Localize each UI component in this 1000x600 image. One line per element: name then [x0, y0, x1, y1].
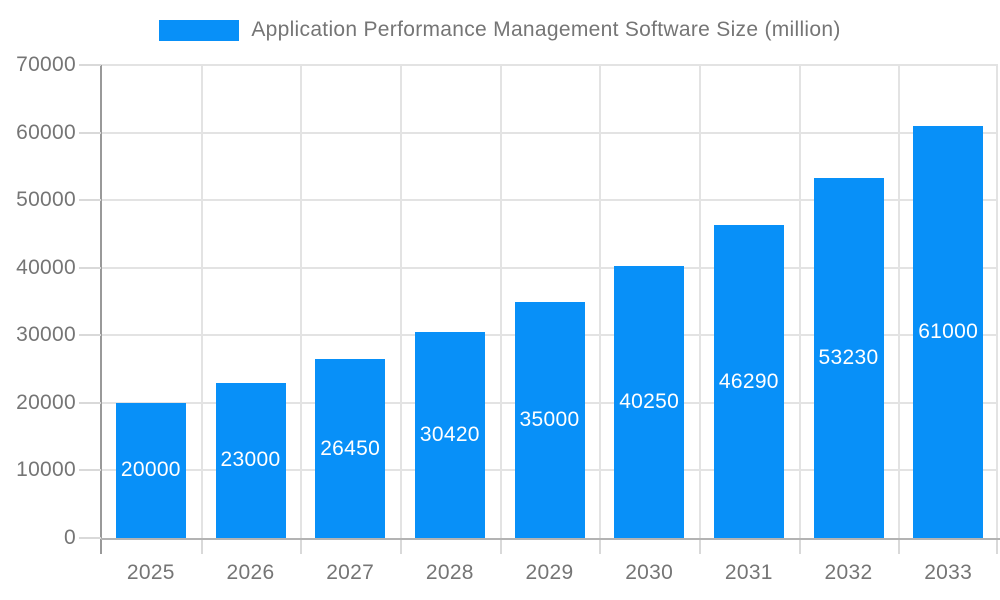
bar: 46290	[713, 225, 784, 538]
v-gridline	[200, 65, 203, 538]
v-gridline	[599, 65, 602, 538]
x-tick	[499, 540, 502, 554]
x-tick-label: 2033	[924, 561, 973, 584]
v-gridline	[400, 65, 402, 538]
bar-value-label: 20000	[120, 458, 181, 482]
x-tick	[898, 540, 901, 554]
y-tick-label: 40000	[16, 255, 76, 279]
x-tick-label: 2032	[824, 561, 873, 584]
bar: 53230	[813, 178, 884, 538]
bar: 26450	[315, 359, 386, 538]
bar: 35000	[514, 301, 585, 538]
y-tick-label: 0	[64, 526, 76, 549]
h-gridline	[101, 266, 998, 269]
y-tick	[79, 401, 101, 404]
y-tick	[79, 334, 101, 337]
y-tick-label: 60000	[16, 120, 76, 144]
x-tick	[798, 540, 801, 554]
v-gridline	[300, 65, 303, 538]
bar-value-label: 26450	[320, 436, 381, 460]
x-tick-label: 2027	[326, 561, 375, 584]
y-tick	[79, 537, 101, 539]
legend-label: Application Performance Management Softw…	[251, 18, 841, 41]
y-tick-label: 70000	[16, 53, 76, 76]
y-tick-label: 30000	[16, 323, 76, 347]
legend: Application Performance Management Softw…	[0, 16, 1000, 44]
bar: 23000	[215, 382, 286, 538]
x-tick	[400, 540, 402, 554]
x-tick	[996, 540, 998, 554]
bar-value-label: 46290	[718, 369, 779, 393]
v-gridline	[499, 65, 502, 538]
x-tick-label: 2029	[525, 561, 574, 584]
x-tick-label: 2025	[126, 561, 175, 584]
bar-value-label: 23000	[220, 448, 281, 472]
y-tick	[79, 64, 101, 66]
y-tick	[79, 199, 101, 202]
y-tick-label: 20000	[16, 390, 76, 414]
h-gridline	[101, 131, 998, 134]
bar: 30420	[414, 332, 485, 538]
y-tick-label: 10000	[16, 458, 76, 482]
y-tick	[79, 131, 101, 134]
v-gridline	[798, 65, 801, 538]
plot-area: 20000 23000 26450 30420 35000 40250 46290 53230…	[101, 64, 998, 538]
bar: 61000	[913, 125, 984, 538]
y-tick	[79, 469, 101, 472]
bar: 20000	[115, 402, 186, 538]
h-gridline	[101, 199, 998, 202]
y-tick-label: 50000	[16, 188, 76, 212]
x-tick	[200, 540, 203, 554]
bar-value-label: 53230	[818, 346, 879, 370]
x-tick-label: 2031	[724, 561, 773, 584]
bar-value-label: 35000	[519, 407, 580, 431]
v-gridline	[996, 65, 998, 538]
v-gridline	[699, 65, 701, 538]
x-axis-line	[101, 538, 1000, 540]
bar-value-label: 40250	[619, 390, 680, 414]
x-tick-label: 2028	[425, 561, 474, 584]
y-axis-line	[100, 65, 102, 554]
bar-value-label: 30420	[419, 423, 480, 447]
x-tick-label: 2030	[625, 561, 674, 584]
v-gridline	[898, 65, 901, 538]
h-gridline	[101, 64, 998, 66]
x-tick-label: 2026	[226, 561, 275, 584]
x-tick	[699, 540, 701, 554]
x-tick	[300, 540, 303, 554]
bar: 40250	[614, 266, 685, 538]
legend-swatch	[159, 19, 240, 41]
y-tick	[79, 266, 101, 269]
x-tick	[599, 540, 602, 554]
bar-value-label: 61000	[918, 319, 979, 343]
